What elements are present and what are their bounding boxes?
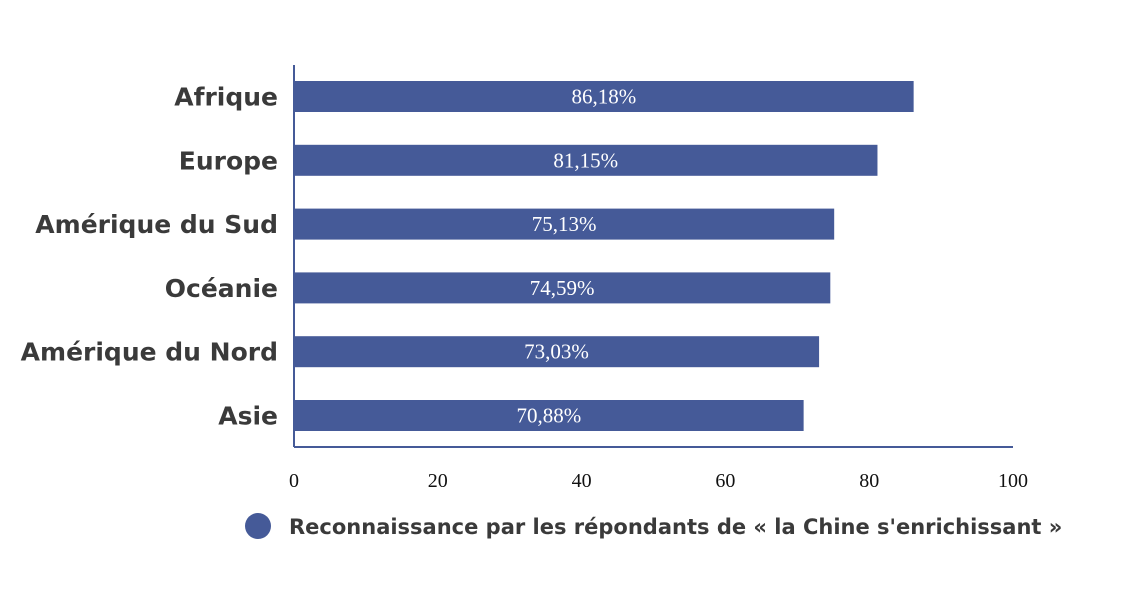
x-tick-label-0: 0 <box>289 470 299 492</box>
category-label-4: Amérique du Nord <box>21 338 278 367</box>
bar-4 <box>295 336 820 368</box>
bars-group <box>295 81 914 431</box>
bar-0 <box>295 81 914 112</box>
x-tick-label-3: 60 <box>715 470 735 492</box>
x-tick-label-2: 40 <box>572 470 592 492</box>
x-tick-label-1: 20 <box>428 470 448 492</box>
value-labels: 86,18% 81,15% 75,13% 74,59% 73,03% 70,88% <box>516 85 636 428</box>
category-label-0: Afrique <box>174 83 278 112</box>
bar-3 <box>295 272 831 304</box>
value-label-2: 75,13% <box>532 212 597 236</box>
category-label-5: Asie <box>218 402 278 431</box>
legend-label: Reconnaissance par les répondants de « l… <box>289 515 1062 539</box>
bar-5 <box>295 400 804 431</box>
category-label-1: Europe <box>179 146 278 175</box>
legend-swatch <box>245 513 271 539</box>
category-label-3: Océanie <box>165 274 278 303</box>
value-label-5: 70,88% <box>516 404 581 428</box>
legend: Reconnaissance par les répondants de « l… <box>245 513 1062 539</box>
value-label-0: 86,18% <box>571 85 636 109</box>
bar-2 <box>295 208 835 240</box>
category-labels: Afrique Europe Amérique du Sud Océanie Améri… <box>21 83 278 431</box>
value-label-1: 81,15% <box>553 148 618 172</box>
x-tick-label-4: 80 <box>859 470 879 492</box>
x-tick-labels: 0 20 40 60 80 100 <box>289 470 1028 492</box>
bar-1 <box>295 144 878 176</box>
category-label-2: Amérique du Sud <box>35 210 278 239</box>
value-label-4: 73,03% <box>524 340 589 364</box>
x-tick-label-5: 100 <box>998 470 1028 492</box>
value-label-3: 74,59% <box>530 276 595 300</box>
